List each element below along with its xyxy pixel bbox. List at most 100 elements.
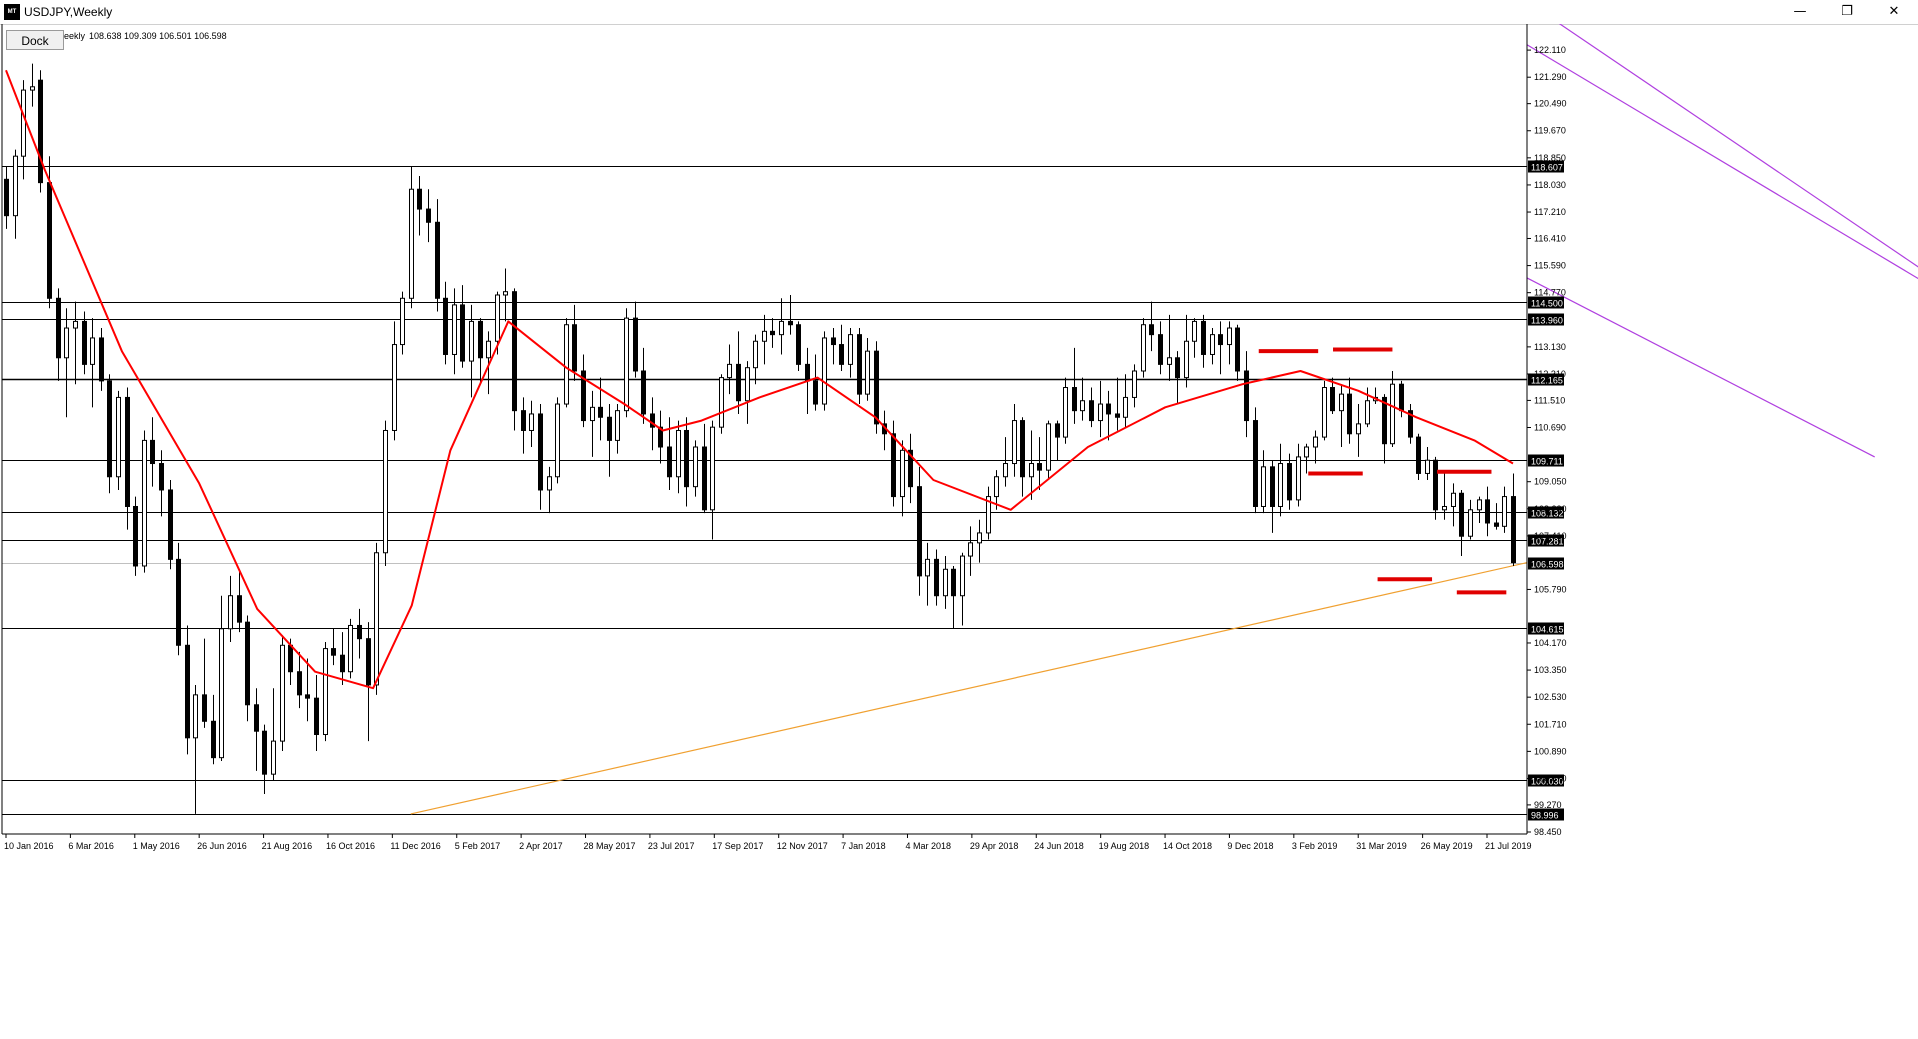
level-label-bg — [1528, 373, 1564, 386]
candle-body-bear — [1399, 383, 1404, 412]
level-label-bg — [1528, 313, 1564, 326]
candle-body-bear — [633, 317, 638, 372]
candle-body-bear — [125, 396, 130, 507]
candle-body-bear — [736, 363, 741, 402]
y-tick-label: 116.410 — [1534, 233, 1566, 243]
candle-body-bear — [133, 505, 138, 567]
close-button[interactable]: ✕ — [1888, 4, 1900, 19]
minimize-button[interactable]: — — [1793, 4, 1807, 19]
y-tick-label: 111.510 — [1534, 395, 1565, 405]
x-tick-label: 26 Jun 2016 — [197, 841, 247, 851]
candle-body-bull — [555, 403, 560, 478]
restore-button[interactable]: ❐ — [1841, 4, 1853, 19]
y-tick-label: 114.770 — [1534, 288, 1566, 298]
x-tick-label: 16 Oct 2016 — [326, 841, 375, 851]
channel-lower-line — [1526, 277, 1875, 458]
rising-support-line — [410, 562, 1528, 815]
candle-body-bear — [521, 410, 526, 431]
candle-body-bull — [1278, 463, 1283, 507]
candle-body-bear — [1037, 463, 1042, 471]
dock-button[interactable]: Dock — [6, 30, 64, 50]
level-label: 107.281 — [1531, 537, 1564, 547]
candle-body-bear — [813, 380, 818, 405]
candle-body-bull — [564, 324, 569, 405]
x-tick-label: 21 Jul 2019 — [1485, 841, 1532, 851]
candle-body-bear — [314, 697, 319, 736]
candle-body-bear — [1494, 522, 1499, 527]
candle-body-bear — [1020, 420, 1025, 478]
candle-body-bear — [770, 330, 775, 336]
y-tick-label: 105.790 — [1534, 584, 1567, 594]
x-tick-label: 1 May 2016 — [133, 841, 180, 851]
candle-body-bear — [1244, 370, 1249, 422]
candle-body-bull — [1167, 357, 1172, 365]
candle-body-bear — [1149, 324, 1154, 336]
candle-body-bear — [1270, 466, 1275, 507]
candle-body-bear — [1511, 496, 1516, 564]
candle-body-bull — [13, 155, 18, 217]
x-tick-label: 14 Oct 2018 — [1163, 841, 1212, 851]
candle-body-bear — [56, 297, 61, 359]
candle-body-bull — [1003, 463, 1008, 478]
candle-body-bear — [1175, 357, 1180, 379]
level-label: 114.500 — [1531, 299, 1563, 309]
level-label: 100.030 — [1531, 777, 1564, 787]
x-tick-label: 4 Mar 2018 — [905, 841, 951, 851]
candle-body-bull — [693, 446, 698, 488]
candle-body-bear — [641, 370, 646, 415]
candle-body-bull — [219, 628, 224, 759]
candle-body-bull — [400, 297, 405, 346]
candle-body-bull — [1141, 324, 1146, 372]
price-chart[interactable]: 118.607 114.500 113.960 112.165 109.711 108.1… — [0, 24, 1918, 1039]
moving-average — [5, 69, 1514, 690]
candle-body-bull — [392, 344, 397, 431]
time-axis: 10 Jan 2016 6 Mar 2016 1 May 2016 26 Jun 20… — [4, 834, 1532, 851]
window-title: USDJPY,Weekly — [24, 5, 113, 19]
candle-body-bear — [288, 644, 293, 673]
candle-body-bull — [753, 340, 758, 369]
candle-body-bear — [512, 291, 517, 412]
level-label-bg — [1528, 506, 1564, 519]
candle-body-bull — [615, 410, 620, 441]
candle-body-bear — [1218, 334, 1223, 346]
x-tick-label: 26 May 2019 — [1421, 841, 1473, 851]
candle-body-bull — [1477, 499, 1482, 511]
timeframe-text: eekly — [64, 31, 86, 41]
y-tick-label: 122.110 — [1534, 45, 1566, 55]
candle-body-bear — [245, 621, 250, 706]
candle-body-bull — [1365, 400, 1370, 425]
candle-body-bear — [460, 304, 465, 362]
candle-body-bear — [366, 638, 371, 686]
level-label: 112.165 — [1531, 376, 1563, 386]
y-tick-label: 115.590 — [1534, 261, 1566, 271]
candle-body-bear — [805, 363, 810, 382]
x-tick-label: 5 Feb 2017 — [455, 841, 501, 851]
x-tick-label: 31 Mar 2019 — [1356, 841, 1407, 851]
candle-body-bull — [745, 367, 750, 402]
candle-body-bear — [1433, 459, 1438, 511]
candle-body-bear — [47, 182, 52, 299]
candle-body-bear — [831, 337, 836, 346]
candle-body-bear — [237, 595, 242, 623]
candle-body-bear — [82, 320, 87, 365]
candle-body-bull — [503, 291, 508, 296]
candle-body-bear — [1416, 436, 1421, 474]
candle-body-bull — [779, 320, 784, 336]
level-label: 109.711 — [1531, 457, 1563, 467]
candle-body-bull — [486, 340, 491, 359]
candle-body-bull — [30, 86, 35, 91]
level-label: 118.607 — [1531, 163, 1563, 173]
y-tick-label: 120.490 — [1534, 99, 1567, 109]
y-tick-label: 100.890 — [1534, 746, 1567, 756]
x-tick-label: 21 Aug 2016 — [262, 841, 313, 851]
y-tick-label: 100.070 — [1534, 773, 1567, 783]
candle-body-bear — [176, 558, 181, 646]
candle-body-bull — [1322, 387, 1327, 438]
trendlines — [410, 24, 1918, 815]
candle-body-bull — [1296, 456, 1301, 501]
level-label-bg — [1528, 808, 1564, 821]
y-tick-label: 119.670 — [1534, 126, 1566, 136]
candle-body-bear — [99, 337, 104, 382]
x-tick-label: 12 Nov 2017 — [777, 841, 828, 851]
candle-body-bear — [908, 449, 913, 488]
